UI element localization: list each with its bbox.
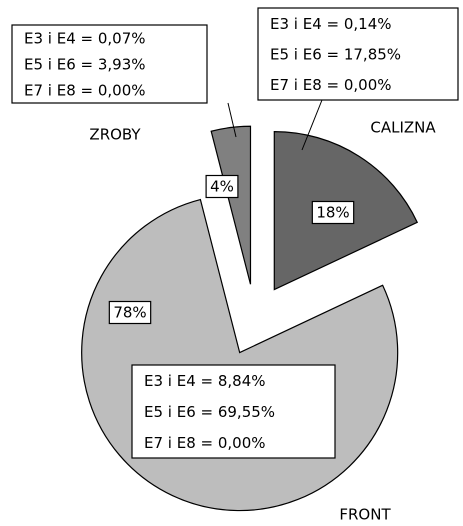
value-label: 78%	[113, 304, 146, 322]
annotation-text: E7 i E8 = 0,00%	[144, 434, 266, 452]
annotation-box	[131, 364, 336, 459]
value-label-group: 4%	[205, 174, 239, 199]
value-label: 4%	[210, 178, 234, 196]
annotation-box	[257, 7, 459, 101]
annotation-text: E3 i E4 = 0,14%	[270, 15, 392, 33]
value-label-box	[311, 200, 355, 225]
annotation-text: E7 i E8 = 0,00%	[24, 82, 146, 100]
annotation-text: E5 i E6 = 3,93%	[24, 56, 146, 74]
category-label: CALIZNA	[370, 119, 436, 137]
annotation-text: E3 i E4 = 0,07%	[24, 30, 146, 48]
annotation-text: E5 i E6 = 69,55%	[144, 403, 275, 421]
leader-line	[227, 102, 237, 138]
value-label-group: 18%	[311, 200, 355, 225]
annotation-text: E5 i E6 = 17,85%	[270, 46, 401, 64]
annotation-box	[11, 24, 208, 104]
category-label: ZROBY	[89, 126, 141, 144]
pie-slice	[210, 125, 252, 285]
value-label-box	[205, 174, 239, 199]
leader-line	[301, 99, 323, 151]
annotation-text: E7 i E8 = 0,00%	[270, 76, 392, 94]
value-label-group: 78%	[108, 300, 152, 325]
annotation-text: E3 i E4 = 8,84%	[144, 372, 266, 390]
value-label: 18%	[316, 204, 349, 222]
category-label: FRONT	[339, 506, 391, 524]
value-label-box	[108, 300, 152, 325]
